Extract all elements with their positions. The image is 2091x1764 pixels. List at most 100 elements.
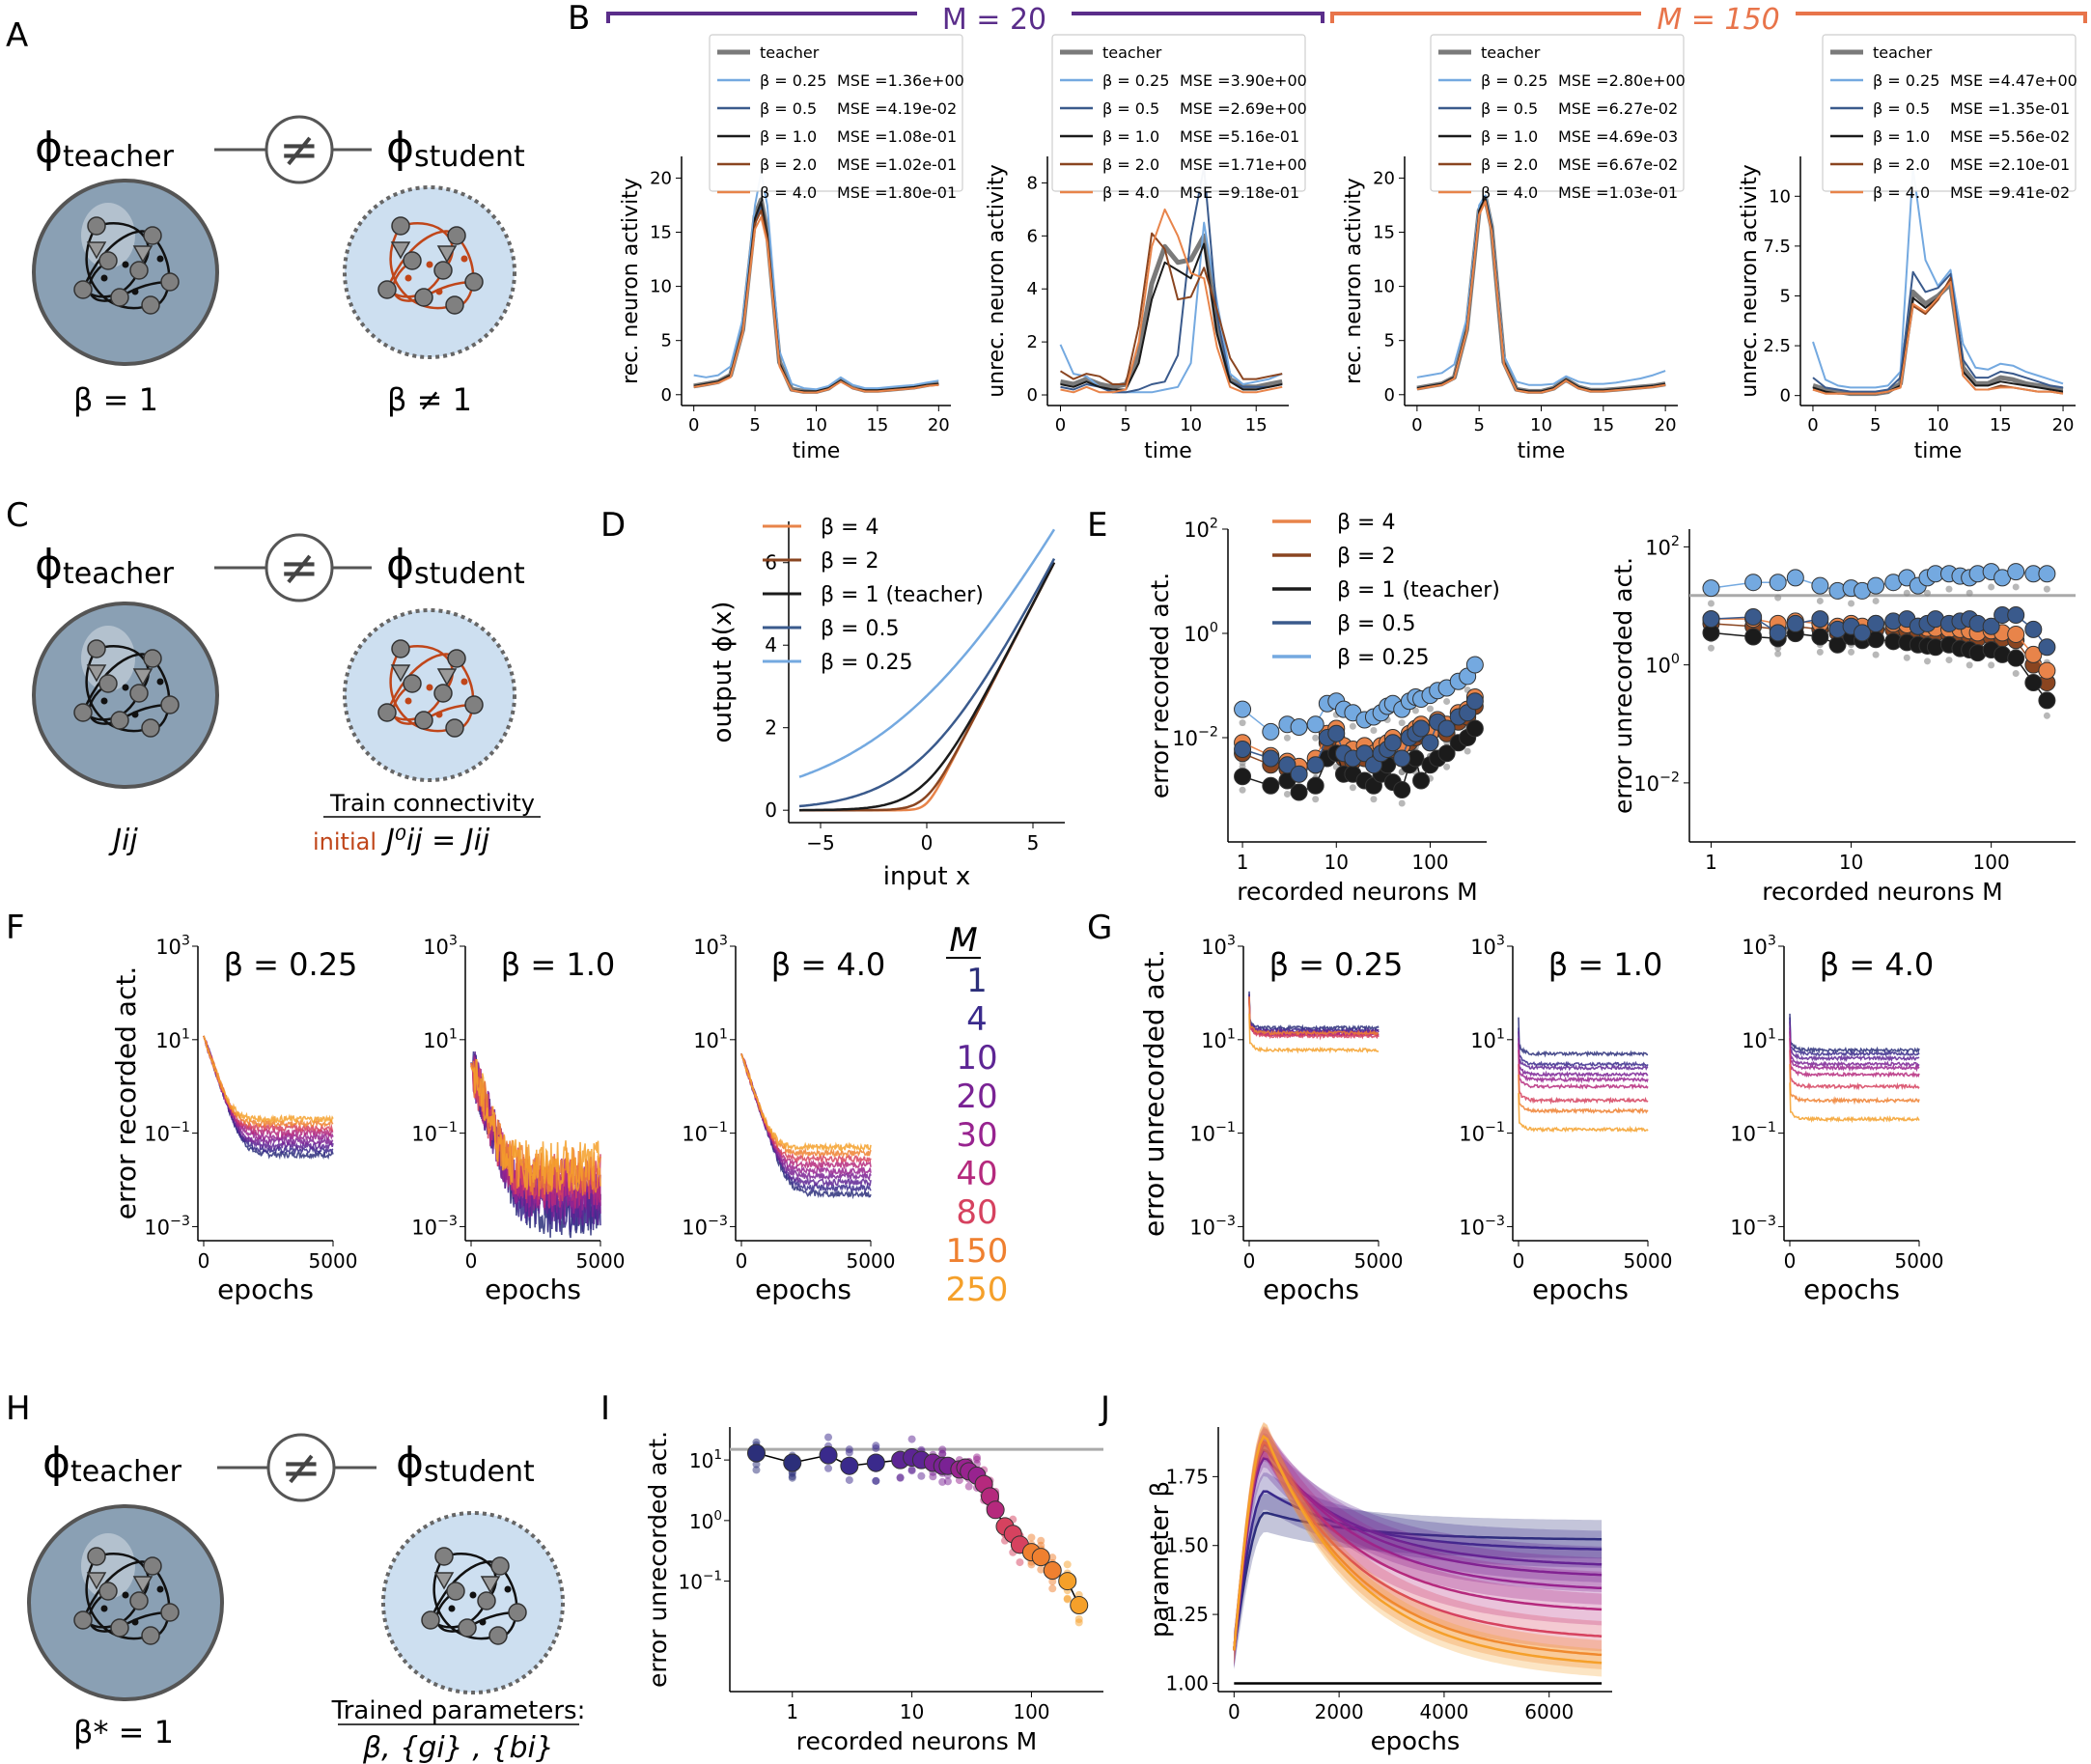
bracket-left — [1072, 12, 1324, 23]
trial-dot — [1027, 1533, 1036, 1542]
neq-circle-A — [265, 115, 334, 184]
bracket-right — [1796, 12, 2087, 23]
trial-dot — [2012, 670, 2020, 678]
series-line-025 — [1812, 167, 2064, 389]
subplot-title: β = 1.0 — [501, 946, 615, 983]
teacher-network-icon — [27, 1504, 224, 1701]
y-tick-label: 10 — [650, 277, 672, 297]
training-curve — [1518, 1074, 1649, 1115]
trial-dot — [907, 1435, 916, 1443]
trial-dot — [872, 1476, 880, 1485]
y-tick-label: 4 — [1027, 279, 1038, 299]
neuron — [433, 261, 453, 280]
legend-label: β = 0.25 — [760, 71, 826, 90]
panel-label-C: C — [6, 496, 29, 535]
legend-box — [709, 34, 963, 192]
y-axis-label: parameter β — [1146, 1481, 1175, 1638]
H-teacher-beta: β* = 1 — [73, 1714, 174, 1750]
neuron — [421, 1610, 440, 1630]
trial-dot — [1283, 791, 1291, 798]
G-y-axis-label: error unrecorded act. — [1138, 949, 1170, 1237]
x-axis-label: time — [1914, 439, 1963, 463]
training-curve — [1518, 1064, 1649, 1106]
trial-dot — [1707, 600, 1715, 607]
band-10 — [1234, 1440, 1603, 1668]
trial-dot — [1239, 719, 1246, 727]
y-tick-label: 103 — [1742, 934, 1776, 959]
training-curve — [470, 1058, 601, 1192]
legend-mse: MSE =2.69e+00 — [1180, 99, 1307, 118]
y-tick-label: 10−2 — [1633, 770, 1680, 795]
x-axis-label: input x — [883, 862, 971, 891]
y-tick-label: 101 — [693, 1026, 728, 1051]
trial-dot — [1945, 585, 1953, 593]
band-40 — [1234, 1426, 1603, 1666]
x-tick-label: 0 — [1411, 415, 1422, 435]
M-legend-entry: 20 — [956, 1078, 997, 1116]
C-initial-word: initial — [313, 828, 376, 855]
trial-dot — [1988, 661, 1995, 669]
student-network-H — [381, 1511, 565, 1694]
synapse-end — [156, 1585, 164, 1593]
legend-mse: MSE =1.35e-01 — [1950, 99, 2070, 118]
y-axis-label: unrec. neuron activity — [1738, 164, 1762, 398]
trial-dot — [972, 1455, 981, 1464]
neuron — [87, 1547, 106, 1566]
data-point — [819, 1445, 838, 1465]
subplot-title: β = 4.0 — [771, 946, 885, 983]
synapse-end — [100, 274, 108, 282]
panel-label-D: D — [600, 506, 626, 545]
M-legend-entry: 30 — [956, 1116, 997, 1155]
training-curve — [1248, 999, 1380, 1041]
x-tick-label: 5 — [749, 415, 760, 435]
chart-F-0: 0 5000 103 101 10−1 10−3 epochs β = 0.25 — [144, 934, 357, 1305]
neuron-triangle — [480, 1576, 501, 1594]
data-point — [866, 1453, 885, 1472]
trial-dot — [943, 1477, 952, 1486]
A-teacher-beta: β = 1 — [73, 381, 158, 418]
neuron — [87, 639, 106, 658]
neuron — [98, 674, 118, 693]
chart-E2: 1 10 100 102 100 10−2 recorded neurons M error … — [1609, 529, 2076, 906]
neuron — [508, 1603, 527, 1622]
training-curve — [203, 1035, 334, 1129]
neuron — [73, 1610, 93, 1630]
M-legend-entry: 250 — [946, 1271, 1009, 1309]
x-tick-label: 0 — [736, 1249, 748, 1273]
y-tick-label: 8 — [1027, 173, 1038, 193]
data-point — [1412, 719, 1431, 738]
legend-label: β = 0.25 — [1102, 71, 1169, 90]
neuron — [464, 695, 484, 714]
y-tick-label: 2 — [1027, 332, 1038, 352]
data-point — [1262, 722, 1280, 741]
neuron — [447, 649, 466, 668]
y-tick-label: 20 — [1373, 168, 1395, 188]
y-axis-label: unrec. neuron activity — [985, 164, 1009, 398]
data-point — [1278, 756, 1296, 774]
legend-box — [1430, 34, 1685, 192]
x-tick-label: 15 — [1990, 415, 2012, 435]
C-initial-eq: J⁰ij = Jij — [381, 824, 490, 857]
synapse-end — [479, 1618, 487, 1626]
neuron — [129, 684, 149, 703]
trial-dot — [1966, 589, 1973, 597]
x-tick-label: 0 — [1784, 1249, 1797, 1273]
neuron-triangle — [436, 668, 458, 686]
legend-label: β = 0.5 — [1102, 99, 1159, 118]
neuron — [141, 295, 160, 315]
panel-label-G: G — [1087, 909, 1112, 947]
M-legend-title: M — [949, 921, 977, 960]
trial-dot — [1966, 661, 1973, 669]
y-axis-label: error unrecorded act. — [1609, 557, 1637, 814]
neuron — [445, 295, 464, 315]
series-line-40 — [1812, 281, 2064, 395]
data-point — [2007, 563, 2025, 581]
trial-dot — [1923, 658, 1931, 665]
teacher-network-H — [27, 1504, 224, 1701]
trial-dot — [1074, 1615, 1083, 1624]
trial-dot — [1816, 597, 1824, 604]
legend-label: β = 2.0 — [1873, 155, 1930, 174]
neuron — [403, 251, 422, 270]
legend-label: β = 1.0 — [1873, 127, 1930, 146]
legend-label: β = 2 — [1337, 545, 1395, 569]
